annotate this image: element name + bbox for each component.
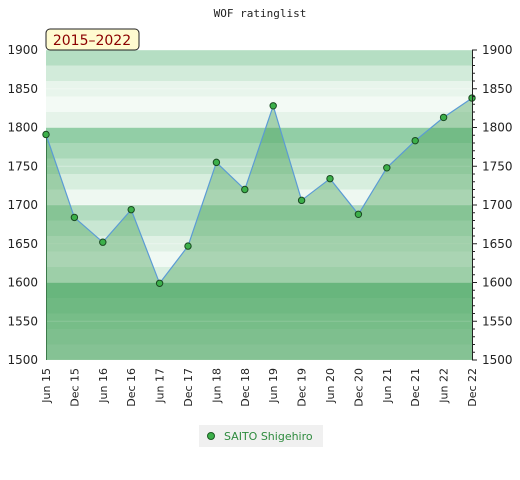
- y-axis-right: 1900 1850 1800 1750 1700 1650 1600 1550 1500: [472, 43, 513, 367]
- data-point[interactable]: [155, 279, 164, 287]
- y-tick-label-left: 1800: [7, 121, 38, 135]
- legend-box: [199, 425, 323, 447]
- x-tick-label: Jun 20: [324, 368, 337, 404]
- x-tick-label: Dec 17: [182, 368, 195, 407]
- period-badge-label: 2015–2022: [53, 33, 131, 49]
- y-tick-label-left: 1750: [7, 159, 38, 173]
- data-point[interactable]: [99, 238, 107, 246]
- y-tick-label-right: 1900: [482, 43, 513, 57]
- x-tick-label: Dec 16: [125, 368, 138, 407]
- x-tick-label: Dec 15: [68, 368, 81, 407]
- background-band: [46, 127, 472, 143]
- y-tick-label-left: 1650: [7, 237, 38, 251]
- background-band: [46, 158, 472, 174]
- x-tick-label: Dec 18: [239, 368, 252, 407]
- y-tick-label-left: 1550: [7, 314, 38, 328]
- y-tick-label-left: 1850: [7, 82, 38, 96]
- data-point[interactable]: [383, 164, 391, 172]
- data-point[interactable]: [326, 174, 334, 183]
- background-band: [46, 298, 472, 314]
- background-band: [46, 344, 472, 360]
- y-tick-label-right: 1850: [482, 82, 513, 96]
- data-point[interactable]: [241, 185, 249, 194]
- x-tick-label: Jun 19: [267, 368, 280, 404]
- y-tick-label-right: 1700: [482, 198, 513, 212]
- y-tick-label-right: 1500: [482, 353, 513, 367]
- x-tick-label: Dec 19: [296, 368, 309, 407]
- background-band: [46, 205, 472, 221]
- period-badge-box: [45, 28, 140, 51]
- background-band: [46, 174, 472, 190]
- data-point[interactable]: [297, 196, 306, 205]
- x-tick-label: Jun 16: [97, 368, 110, 404]
- background-band: [46, 313, 472, 329]
- background-band: [46, 236, 472, 252]
- data-point[interactable]: [42, 130, 50, 139]
- data-point[interactable]: [127, 205, 135, 214]
- background-band: [46, 112, 472, 128]
- background-band: [46, 143, 472, 159]
- background-band: [46, 65, 472, 81]
- x-tick-label: Jun 18: [210, 368, 223, 404]
- data-point[interactable]: [70, 213, 79, 222]
- y-tick-label-right: 1600: [482, 276, 513, 290]
- background-band: [46, 329, 472, 345]
- data-point[interactable]: [411, 136, 419, 145]
- rating-line: [45, 97, 473, 285]
- y-axis-left: 1900 1850 1800 1750 1700 1650 1600 1550 1500: [7, 43, 38, 367]
- x-tick-label: Jun 21: [381, 368, 394, 404]
- legend-label: SAITO Shigehiro: [224, 430, 313, 443]
- x-tick-label: Jun 17: [154, 368, 167, 404]
- y-tick-label-right: 1550: [482, 314, 513, 328]
- y-tick-label-left: 1900: [7, 43, 38, 57]
- data-point[interactable]: [212, 158, 221, 167]
- data-point[interactable]: [439, 113, 448, 122]
- x-tick-label: Jun 15: [40, 368, 53, 404]
- background-band: [46, 267, 472, 283]
- x-tick-label: Dec 21: [409, 368, 422, 407]
- data-point[interactable]: [184, 242, 192, 250]
- rating-points: [42, 94, 476, 360]
- rating-area: [46, 98, 472, 360]
- y-tick-label-left: 1700: [7, 198, 38, 212]
- data-point[interactable]: [269, 102, 277, 110]
- data-point[interactable]: [354, 210, 363, 219]
- y-tick-label-right: 1650: [482, 237, 513, 251]
- legend[interactable]: SAITO Shigehiro: [199, 425, 323, 447]
- period-badge: 2015–2022: [45, 28, 140, 51]
- y-tick-label-left: 1600: [7, 276, 38, 290]
- background-band: [46, 50, 472, 66]
- y-tick-label-right: 1800: [482, 121, 513, 135]
- background-bands: [46, 50, 472, 360]
- background-band: [46, 189, 472, 205]
- x-tick-label: Dec 22: [466, 368, 479, 407]
- legend-marker: [207, 432, 215, 440]
- x-tick-label: Dec 20: [352, 368, 365, 407]
- y-tick-label-left: 1500: [7, 353, 38, 367]
- background-band: [46, 220, 472, 236]
- background-band: [46, 251, 472, 267]
- background-band: [46, 81, 472, 97]
- background-band: [46, 96, 472, 112]
- chart-title: WOF ratinglist: [214, 7, 307, 20]
- x-axis: Jun 15 Dec 15 Jun 16 Dec 16 Jun 17 Dec 17 Jun …: [40, 368, 479, 407]
- background-band: [46, 282, 472, 298]
- y-tick-label-right: 1750: [482, 159, 513, 173]
- x-tick-label: Jun 22: [438, 368, 451, 404]
